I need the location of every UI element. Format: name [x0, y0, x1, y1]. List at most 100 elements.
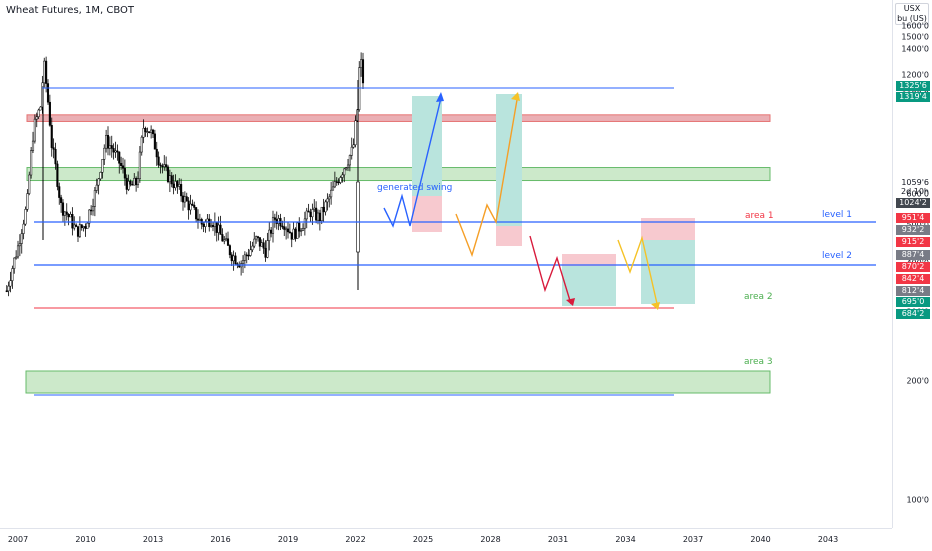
candle-body — [138, 151, 141, 180]
candle-body — [268, 229, 271, 241]
candle-body — [108, 145, 111, 149]
chart-pane[interactable]: Wheat Futures, 1M, CBOT area 1 area 2 ar… — [0, 0, 892, 528]
candle-body — [258, 237, 261, 247]
candle-body — [166, 166, 170, 183]
candle-body — [71, 214, 74, 229]
candle-body — [335, 181, 338, 183]
time-axis[interactable]: 2007 2010 2013 2016 2019 2022 2025 2028 2031 2034… — [0, 528, 892, 551]
candle-body — [196, 218, 200, 221]
candle-body — [198, 219, 201, 221]
candle-body — [324, 201, 327, 213]
candle-body — [157, 156, 160, 166]
candle-body — [52, 147, 55, 150]
candle-body — [228, 245, 231, 256]
swing-arrow-head-1 — [436, 92, 444, 102]
generated-swing-path — [383, 97, 442, 228]
candle-body — [290, 232, 293, 240]
candle-body — [232, 255, 235, 262]
price-tag: 915'2 — [896, 237, 930, 247]
candle-body — [97, 178, 100, 186]
candle-body — [217, 224, 220, 233]
candle-body — [330, 189, 333, 198]
candle-body — [361, 59, 365, 84]
candle-body — [285, 228, 288, 231]
candle-body — [133, 177, 136, 186]
candle-body — [146, 131, 149, 133]
candle-body — [247, 254, 250, 257]
candle-body — [56, 163, 59, 187]
generated-swing-label: generated swing — [377, 183, 453, 193]
candle-body — [251, 245, 254, 251]
candle-body — [135, 177, 138, 186]
candle-body — [262, 242, 265, 249]
candle-body — [253, 238, 256, 247]
candle-body — [174, 181, 177, 189]
candle-body — [80, 224, 83, 229]
candle-body — [16, 245, 20, 258]
candle-body — [326, 198, 329, 203]
candle-body — [75, 224, 78, 227]
price-chart-svg[interactable] — [0, 0, 892, 528]
area-3-zone — [25, 370, 771, 394]
candle-body — [346, 164, 350, 168]
candle-body — [307, 210, 310, 213]
price-tag: 812'4 — [896, 286, 930, 296]
time-tick: 2040 — [750, 535, 771, 544]
candle-body — [360, 59, 363, 68]
candle-body — [226, 238, 230, 246]
swing-arrow-head-2 — [511, 92, 520, 101]
candle-body — [298, 222, 301, 232]
price-tick: 100'0 — [906, 495, 929, 505]
candle-body — [43, 60, 46, 84]
projection-red-box-2 — [496, 226, 522, 246]
time-tick: 2019 — [277, 535, 299, 544]
candle-body — [185, 196, 188, 202]
candle-body — [78, 224, 81, 237]
candle-body — [140, 136, 143, 153]
candle-body — [313, 207, 316, 210]
candle-body — [136, 178, 140, 186]
price-axis[interactable]: USX bu (US) 1600'01500'01400'01200'01100… — [892, 0, 932, 528]
price-tick: 500'0 — [906, 220, 929, 229]
candle-body — [322, 206, 325, 213]
candle-body — [91, 206, 95, 212]
candle-body — [337, 181, 340, 184]
price-tick: 1600'0 — [901, 21, 929, 31]
candle-body — [296, 222, 299, 239]
candle-body — [172, 183, 175, 189]
candle-body — [277, 218, 280, 224]
candle-body — [339, 177, 342, 183]
projection-red-box-1 — [412, 196, 442, 232]
candle-body — [31, 140, 35, 151]
level-2-label: level 2 — [822, 251, 852, 261]
time-tick: 2022 — [345, 535, 366, 544]
price-tick: 600'0 — [906, 189, 929, 199]
candle-body — [161, 165, 164, 168]
candle-body — [348, 155, 351, 166]
currency-unit-button[interactable]: USX bu (US) — [895, 3, 929, 25]
time-tick: 2037 — [682, 535, 704, 544]
time-tick: 2007 — [7, 535, 29, 544]
candle-body — [63, 211, 66, 216]
time-tick: 2010 — [75, 535, 96, 544]
level-1-label: level 1 — [822, 210, 852, 220]
candle-body — [320, 206, 323, 222]
candle-body — [183, 196, 186, 203]
candle-body — [318, 212, 321, 222]
candle-body — [7, 285, 10, 292]
candle-body — [315, 207, 318, 221]
candle-body — [181, 195, 185, 203]
unit-label: bu (US) — [897, 14, 927, 23]
projection-red-box-4 — [641, 218, 695, 240]
price-tick: 1500'0 — [901, 32, 929, 42]
candle-body — [106, 135, 110, 149]
price-tag: 870'2 — [896, 262, 930, 272]
candle-body — [292, 228, 295, 240]
candle-body — [311, 209, 314, 218]
time-tick: 2025 — [412, 535, 434, 544]
candle-body — [210, 225, 213, 228]
candle-body — [93, 190, 96, 207]
candle-body — [234, 255, 237, 265]
candle-body — [125, 177, 128, 190]
time-tick: 2013 — [142, 535, 164, 544]
